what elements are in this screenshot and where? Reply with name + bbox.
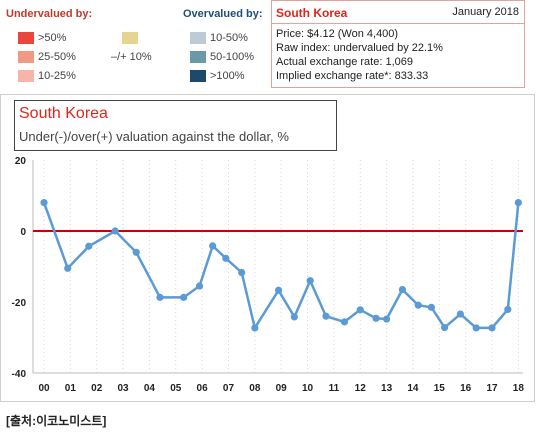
data-point [414,301,422,309]
over-10-50-swatch [190,32,206,44]
data-point [440,323,449,332]
under-10-25-swatch [18,70,34,82]
data-point [382,315,391,323]
under-25-50-label: 25-50% [38,51,76,63]
valuation-series-line [42,202,520,330]
data-point [456,310,464,318]
info-price: Price: $4.12 (Won 4,400) [276,28,399,40]
info-actual-rate: Actual exchange rate: 1,069 [276,56,413,68]
info-implied-rate: Implied exchange rate*: 833.33 [276,70,429,82]
data-point [306,277,314,285]
data-point [504,305,512,314]
data-point [64,264,72,272]
over-100-label: >100% [210,70,245,82]
info-country-name: South Korea [276,6,348,20]
neutral-label: –/+ 10% [111,51,152,63]
x-tick-label: 11 [329,383,340,394]
chart-title-box: South Korea Under(-)/over(+) valuation a… [14,100,337,151]
y-tick-label: -20 [12,298,27,309]
info-divider [272,23,524,24]
chart-subtitle: Under(-)/over(+) valuation against the d… [19,129,289,144]
data-point [514,199,522,207]
x-tick-label: 13 [381,383,393,394]
x-tick-label: 01 [65,383,77,394]
data-point [132,248,140,256]
undervalued-header: Undervalued by: [6,8,93,20]
x-tick-label: 05 [170,383,182,394]
data-point [222,254,230,262]
x-tick-label: 14 [407,383,419,394]
data-point [274,286,283,294]
data-point [427,303,435,311]
source-note: [출처:이코노미스트] [6,414,107,428]
y-tick-label: 0 [20,227,26,238]
over-50-100-swatch [190,51,206,63]
x-tick-label: 00 [38,383,50,394]
under-50-label: >50% [38,32,67,44]
x-tick-label: 17 [486,383,498,394]
data-point [85,242,93,250]
data-point [111,227,119,235]
data-point [195,282,204,290]
overvalued-header: Overvalued by: [183,8,263,20]
data-point [180,293,188,301]
x-tick-label: 12 [355,383,367,394]
data-point [488,324,496,332]
under-10-25-label: 10-25% [38,70,76,82]
data-point [40,199,48,207]
data-point [322,312,330,320]
valuation-legend: Undervalued by: Overvalued by: >50% 25-5… [0,0,268,88]
x-tick-label: 10 [302,383,314,394]
over-100-swatch [190,70,206,82]
x-tick-label: 02 [91,383,103,394]
x-tick-label: 06 [197,383,209,394]
info-lines: Price: $4.12 (Won 4,400) Raw index: unde… [276,27,443,83]
y-tick-label: -40 [12,369,27,380]
country-info-panel: South Korea January 2018 Price: $4.12 (W… [271,0,525,88]
data-point [398,285,407,294]
data-point [209,242,217,250]
data-point [156,293,164,301]
x-tick-label: 16 [460,383,472,394]
data-point [472,324,480,332]
under-50-swatch [18,32,34,44]
over-50-100-label: 50-100% [210,51,255,63]
data-point [372,314,380,322]
x-tick-label: 07 [223,383,235,394]
under-25-50-swatch [18,51,34,63]
x-tick-label: 04 [144,383,156,394]
data-point [290,313,298,321]
x-tick-label: 15 [434,383,446,394]
data-point [238,268,246,277]
over-10-50-label: 10-50% [210,32,248,44]
x-tick-label: 18 [513,383,525,394]
neutral-swatch [122,32,138,44]
x-tick-label: 08 [249,383,261,394]
x-tick-label: 09 [276,383,288,394]
data-point [356,306,364,314]
info-raw-index: Raw index: undervalued by 22.1% [276,42,443,54]
info-date: January 2018 [452,6,519,18]
chart-title: South Korea [19,105,108,122]
y-tick-label: 20 [15,156,27,167]
x-tick-label: 03 [117,383,129,394]
data-point [340,318,349,326]
data-point [251,324,259,332]
